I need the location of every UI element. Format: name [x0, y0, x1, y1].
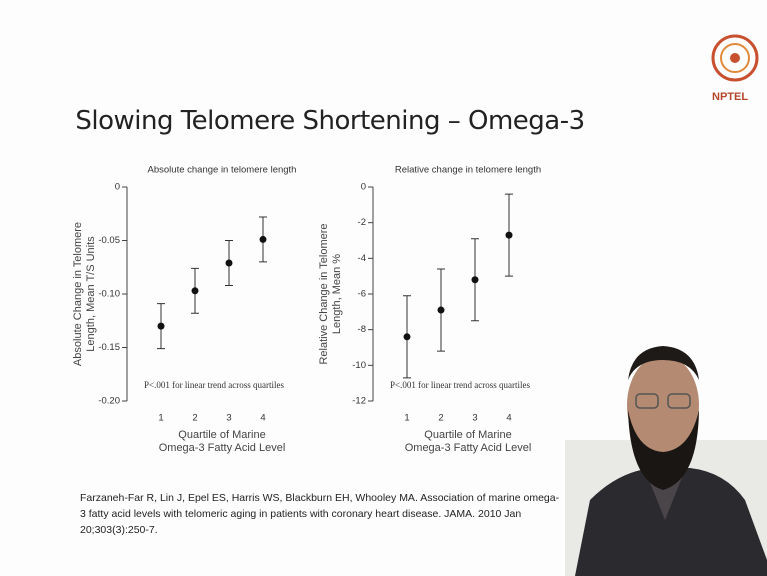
x-tick-label: 1	[158, 413, 163, 424]
x-tick-label: 3	[226, 413, 231, 424]
speaker-video	[565, 346, 767, 576]
data-point	[404, 333, 411, 340]
y-axis-label: Relative Change in Telomere Length, Mean…	[318, 204, 344, 384]
data-point	[260, 236, 267, 243]
y-tick-label: 0	[115, 182, 120, 193]
chart-title: Relative change in telomere length	[395, 165, 541, 176]
y-tick-label: -4	[358, 253, 366, 264]
y-tick-label: -0.05	[98, 235, 120, 246]
data-point	[506, 232, 513, 239]
data-point	[226, 259, 233, 266]
data-point	[158, 323, 165, 330]
y-axis-label: Absolute Change in Telomere Length, Mean…	[72, 204, 98, 384]
slide: Absolute change in telomere length 0 -0.05…	[0, 0, 767, 576]
x-tick-label: 2	[438, 413, 443, 424]
data-point	[472, 276, 479, 283]
citation: Farzaneh-Far R, Lin J, Epel ES, Harris W…	[80, 490, 560, 538]
y-tick-label: -0.10	[98, 289, 120, 300]
y-tick-label: -10	[352, 360, 366, 371]
y-tick-label: 0	[361, 182, 366, 193]
y-tick-label: -0.20	[98, 396, 120, 407]
y-tick-label: -6	[358, 289, 366, 300]
slide-title: Slowing Telomere Shortening – Omega-3	[60, 106, 600, 136]
x-tick-label: 3	[472, 413, 477, 424]
x-axis-label: Quartile of Marine Omega-3 Fatty Acid Le…	[157, 429, 287, 455]
x-tick-label: 4	[506, 413, 511, 424]
logo-text: NPTEL	[712, 91, 748, 103]
y-tick-label: -2	[358, 217, 366, 228]
x-axis-label: Quartile of Marine Omega-3 Fatty Acid Le…	[403, 429, 533, 455]
y-tick-label: -8	[358, 324, 366, 335]
x-tick-label: 2	[192, 413, 197, 424]
annotation: P<.001 for linear trend across quartiles	[390, 380, 531, 390]
y-tick-label: -12	[352, 396, 366, 407]
chart-title: Absolute change in telomere length	[148, 165, 297, 176]
logo	[713, 36, 757, 80]
y-tick-label: -0.15	[98, 342, 120, 353]
annotation: P<.001 for linear trend across quartiles	[144, 380, 285, 390]
data-point	[438, 307, 445, 314]
x-tick-label: 1	[404, 413, 409, 424]
data-point	[192, 287, 199, 294]
x-tick-label: 4	[260, 413, 265, 424]
